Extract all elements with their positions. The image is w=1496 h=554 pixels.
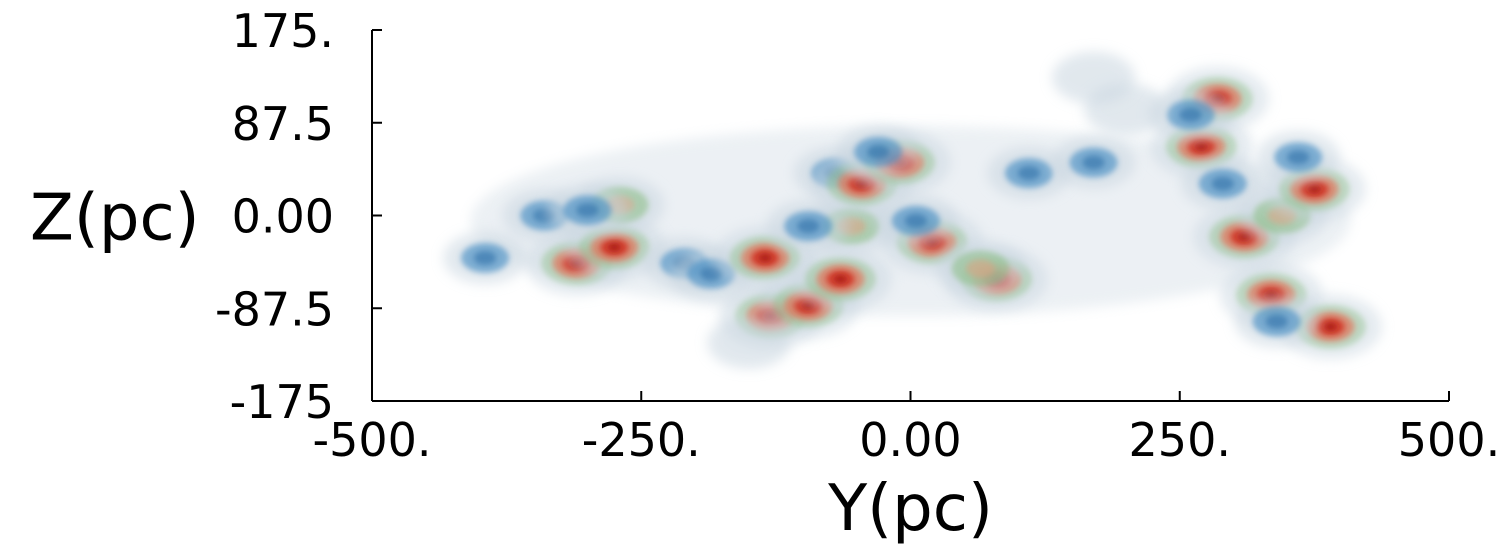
density-feature (1148, 88, 1233, 141)
density-contour (1237, 232, 1251, 241)
density-contour (576, 203, 599, 218)
x-tick-label: 250. (1129, 413, 1231, 467)
density-contour (1194, 142, 1208, 151)
density-contour (473, 250, 497, 265)
density-feature (1181, 157, 1265, 210)
density-contour (866, 144, 890, 159)
density-contour (707, 316, 791, 369)
density-contour (1082, 155, 1105, 170)
x-axis-title: Y(pc) (827, 472, 993, 546)
density-feature (1235, 295, 1319, 348)
density-feature (1051, 51, 1136, 104)
x-ticks: -500. -250. 0.00 250. 500. (312, 391, 1496, 467)
density-feature (987, 147, 1071, 200)
x-tick-label: 500. (1398, 413, 1496, 467)
y-ticks: 175. 87.5 0.00 -87.5 -175 (215, 4, 382, 429)
y-axis-title: Z(pc) (30, 182, 200, 256)
density-feature (789, 247, 892, 312)
x-tick-label: 0.00 (859, 413, 961, 467)
density-contour (1324, 322, 1337, 331)
density-feature (443, 231, 527, 284)
density-feature (1256, 131, 1340, 184)
density-contour (904, 213, 928, 228)
density-contour (1287, 150, 1310, 165)
density-contour (1211, 176, 1235, 191)
density-feature (563, 215, 666, 280)
x-tick-label: -250. (582, 413, 701, 467)
y-tick-label: 87.5 (232, 97, 334, 151)
density-contour (1051, 51, 1136, 104)
y-tick-label: 0.00 (232, 190, 334, 244)
density-contour (834, 275, 847, 284)
density-contour (966, 259, 995, 278)
density-contour (700, 266, 723, 281)
density-feature (707, 316, 791, 369)
density-contour (1307, 185, 1321, 193)
density-contour (1179, 107, 1202, 122)
density-contour (1265, 314, 1288, 329)
density-feature (836, 125, 920, 178)
y-tick-label: -175 (230, 375, 334, 429)
x-tick-label: -500. (312, 413, 431, 467)
plot-area (443, 51, 1382, 369)
density-feature (766, 200, 850, 253)
density-feature (1051, 136, 1136, 189)
density-contour (758, 253, 772, 262)
y-tick-label: -87.5 (215, 282, 334, 336)
density-feature (545, 184, 630, 237)
density-contour (1017, 166, 1041, 181)
density-feature (935, 240, 1026, 297)
y-tick-label: 175. (232, 4, 334, 58)
density-contour (796, 219, 820, 234)
density-feature (874, 194, 958, 247)
density-contour (607, 243, 621, 252)
